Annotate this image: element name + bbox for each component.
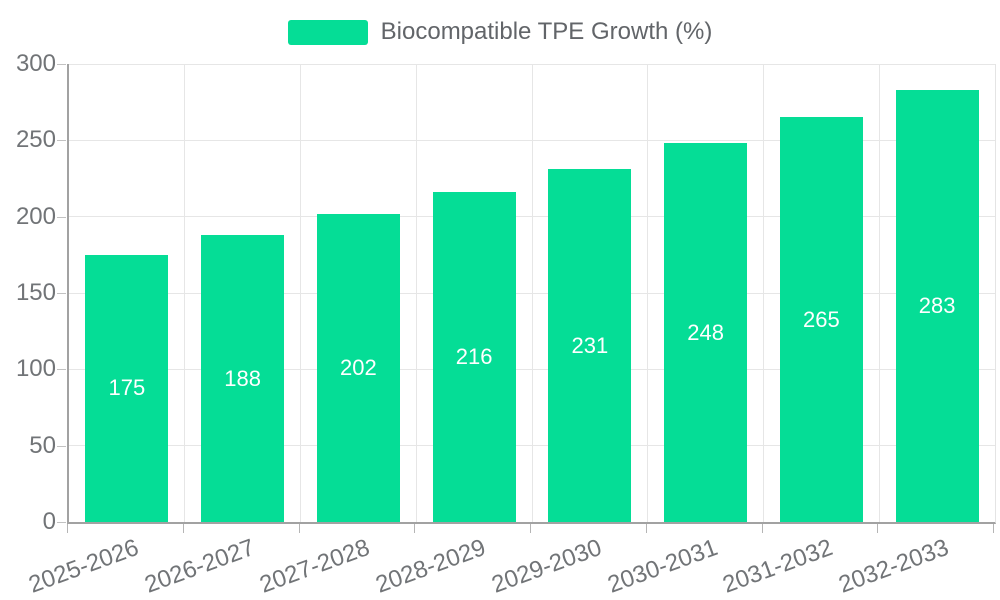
gridline-vertical <box>763 64 764 522</box>
x-axis-tick <box>530 524 531 533</box>
x-axis-tick <box>67 524 68 533</box>
bar[interactable]: 231 <box>548 169 632 522</box>
x-axis-tick <box>645 524 647 533</box>
y-axis-tick <box>57 64 66 65</box>
legend-label[interactable]: Biocompatible TPE Growth (%) <box>380 18 713 45</box>
y-axis-tick-label: 300 <box>15 50 56 77</box>
bar-value-label: 175 <box>108 375 146 401</box>
y-axis-tick <box>57 140 66 142</box>
bar-value-label: 216 <box>455 344 493 370</box>
x-axis-tick <box>414 524 416 533</box>
bar-value-label: 202 <box>340 354 377 380</box>
x-axis-tick <box>761 524 763 533</box>
bar[interactable]: 188 <box>201 235 285 522</box>
bar[interactable]: 216 <box>432 192 516 522</box>
y-axis-tick-label: 0 <box>42 508 56 535</box>
bar-value-label: 248 <box>687 319 724 345</box>
bar[interactable]: 283 <box>895 89 979 522</box>
bar[interactable]: 248 <box>664 143 748 522</box>
y-axis-tick <box>57 369 66 371</box>
x-axis-tick <box>298 524 300 533</box>
y-axis-tick <box>57 522 66 523</box>
gridline-vertical <box>415 64 417 522</box>
y-axis-tick-label: 100 <box>15 355 56 383</box>
bar-value-label: 231 <box>571 332 609 358</box>
bar[interactable]: 202 <box>316 213 400 522</box>
gridline-vertical <box>878 64 880 522</box>
gridline-vertical <box>184 64 186 522</box>
gridline-vertical <box>647 64 649 522</box>
bar-value-label: 188 <box>224 365 261 391</box>
gridline-vertical <box>300 64 301 522</box>
x-axis-tick <box>182 524 184 533</box>
bar-value-label: 283 <box>918 292 956 318</box>
x-axis-tick <box>877 524 879 533</box>
chart-legend[interactable]: Biocompatible TPE Growth (%) <box>0 18 1000 46</box>
y-axis-tick-label: 150 <box>15 279 56 306</box>
y-axis-tick-label: 50 <box>29 431 56 459</box>
bar[interactable]: 265 <box>779 117 863 522</box>
y-axis-tick <box>57 293 66 294</box>
y-axis-tick-label: 200 <box>15 202 56 230</box>
bar-value-label: 265 <box>803 306 840 332</box>
gridline-vertical <box>531 64 533 522</box>
y-axis-tick-label: 250 <box>15 126 56 154</box>
legend-swatch[interactable] <box>287 19 368 45</box>
x-axis-tick <box>993 524 994 533</box>
y-axis-tick <box>57 445 66 447</box>
plot-area: 175 188 202 216 231 248 265 283 <box>67 63 996 524</box>
bar[interactable]: 175 <box>85 254 169 522</box>
y-axis-tick <box>57 216 66 218</box>
